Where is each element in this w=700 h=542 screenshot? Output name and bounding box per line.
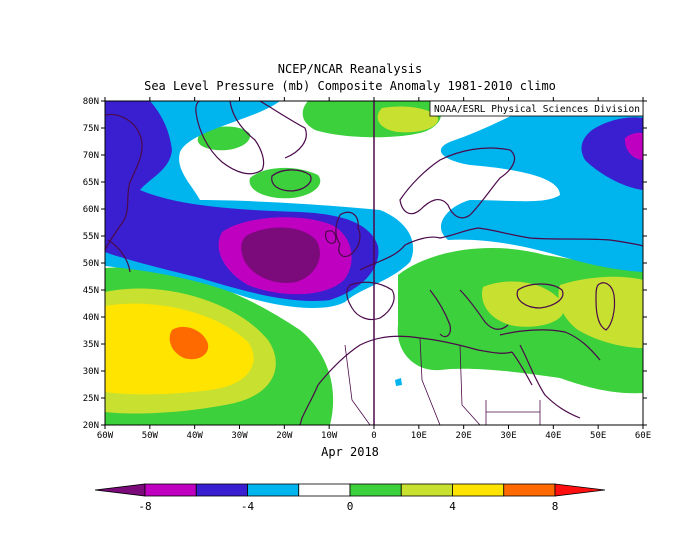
- positive-anomaly-green-iceland: [249, 167, 321, 199]
- lat-tick-label: 20N: [83, 421, 99, 431]
- positive-anomaly-yellowgreen-far-east: [558, 276, 643, 348]
- negative-anomaly-purple: [241, 227, 320, 283]
- lon-tick-label: 40W: [187, 431, 204, 441]
- latitude-axis: 80N 75N 70N 65N 60N 55N 50N 45N 40N 35N 30N 25N 20N: [83, 97, 647, 431]
- positive-anomaly-orange: [169, 326, 209, 360]
- negative-anomaly-cyan-small: [395, 378, 402, 386]
- colorbar-swatch: [298, 483, 351, 497]
- lat-tick-label: 55N: [83, 232, 99, 242]
- colorbar-label: 4: [449, 500, 456, 513]
- colorbar-swatch: [349, 483, 402, 497]
- credit-text: NOAA/ESRL Physical Sciences Division: [434, 104, 640, 115]
- positive-anomaly-yellowgreen-east: [481, 281, 564, 327]
- colorbar-swatch: [247, 483, 300, 497]
- lon-tick-label: 20W: [276, 431, 293, 441]
- lat-tick-label: 25N: [83, 394, 99, 404]
- lon-tick-label: 10W: [321, 431, 338, 441]
- lon-tick-label: 20E: [456, 431, 472, 441]
- lon-tick-label: 0: [371, 431, 376, 441]
- lat-tick-label: 35N: [83, 340, 99, 350]
- colorbar-swatch: [195, 483, 248, 497]
- lat-tick-label: 30N: [83, 367, 99, 377]
- lat-tick-label: 75N: [83, 124, 99, 134]
- colorbar-label: 8: [552, 500, 559, 513]
- colorbar-swatch: [400, 483, 453, 497]
- lon-tick-label: 40E: [545, 431, 561, 441]
- chart-title: NCEP/NCAR Reanalysis: [277, 62, 423, 76]
- coastlines: [105, 101, 643, 425]
- positive-anomaly-yellowgreen-north: [377, 106, 439, 133]
- credit-box: [429, 100, 644, 117]
- negative-anomaly-magenta-northeast: [624, 132, 643, 160]
- colorbar-label: -4: [241, 500, 255, 513]
- colorbar-label: -8: [138, 500, 151, 513]
- colorbar-swatch: [452, 483, 505, 497]
- lat-tick-label: 65N: [83, 178, 99, 188]
- positive-anomaly-green-greenland-sea: [197, 126, 251, 151]
- chart-subtitle: Sea Level Pressure (mb) Composite Anomal…: [144, 79, 556, 93]
- longitude-axis: 60W 50W 40W 30W 20W 10W 0 10E 20E 30E 40E 50E 60E: [97, 97, 651, 441]
- colorbar-max-arrow: [554, 483, 606, 497]
- colorbar: -8 -4 0 4 8: [94, 483, 606, 513]
- lon-tick-label: 30W: [231, 431, 248, 441]
- lon-tick-label: 60E: [635, 431, 651, 441]
- colorbar-swatch: [503, 483, 556, 497]
- lat-tick-label: 70N: [83, 151, 99, 161]
- lon-tick-label: 50E: [590, 431, 606, 441]
- lon-tick-label: 50W: [142, 431, 159, 441]
- colorbar-label: 0: [347, 500, 354, 513]
- lat-tick-label: 45N: [83, 286, 99, 296]
- lat-tick-label: 80N: [83, 97, 99, 107]
- lon-tick-label: 30E: [500, 431, 516, 441]
- negative-anomaly-blue-northeast: [581, 117, 643, 190]
- lat-tick-label: 60N: [83, 205, 99, 215]
- lon-tick-label: 60W: [97, 431, 114, 441]
- colorbar-min-arrow: [94, 483, 146, 497]
- lat-tick-label: 50N: [83, 259, 99, 269]
- lat-tick-label: 40N: [83, 313, 99, 323]
- period-label: Apr 2018: [321, 445, 379, 459]
- lon-tick-label: 10E: [411, 431, 427, 441]
- colorbar-swatch: [144, 483, 197, 497]
